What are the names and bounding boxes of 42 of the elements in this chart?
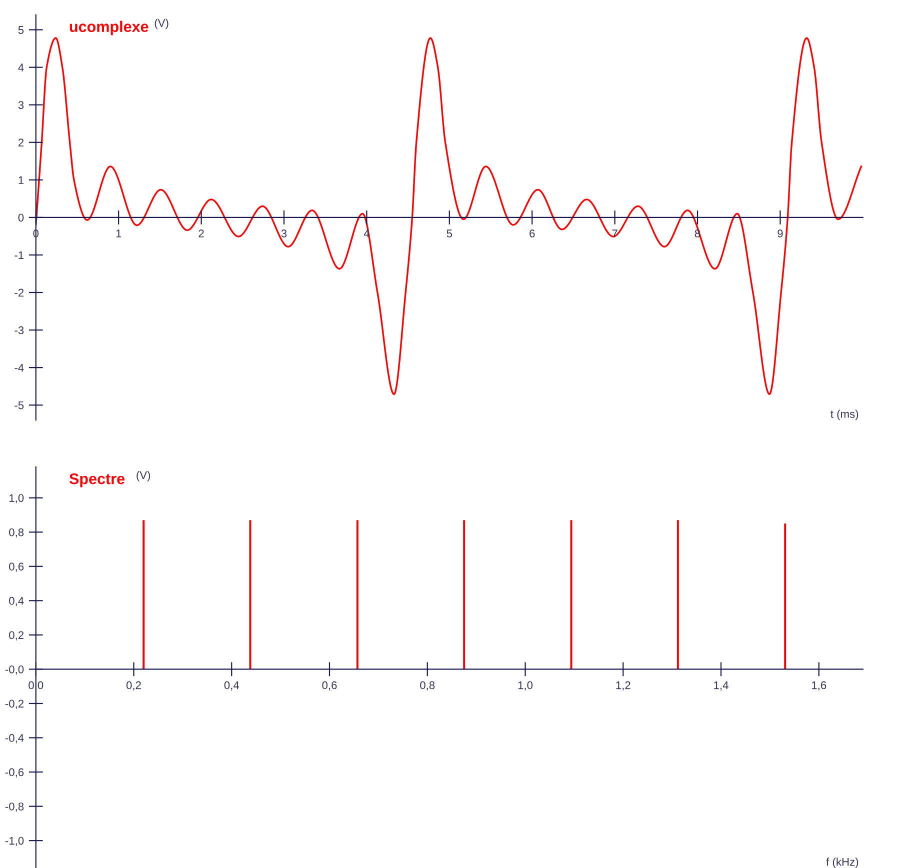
x-tick-label: 0,8 — [420, 681, 435, 690]
y-tick-label: 4 — [18, 64, 24, 72]
y-tick-label: -0,6 — [5, 768, 24, 778]
x-tick-label: 0,2 — [126, 681, 141, 690]
x-tick-label: 1,2 — [616, 681, 630, 690]
y-tick-label: 1 — [18, 176, 24, 184]
y-tick-label: -5 — [14, 401, 24, 410]
y-tick-label: 0,2 — [9, 631, 24, 640]
x-tick-label: 1,0 — [518, 681, 533, 690]
x-tick-label: 3 — [281, 230, 287, 238]
y-tick-label: 0,6 — [9, 562, 24, 572]
x-axis-title: t (ms) — [830, 410, 858, 420]
x-tick-label: 2 — [198, 230, 204, 238]
x-tick-label: 1,6 — [812, 681, 826, 690]
y-tick-label: -1,0 — [5, 836, 24, 846]
x-tick-label: 0,4 — [224, 681, 240, 690]
x-tick-label: 1,4 — [714, 681, 728, 690]
y-tick-label: 2 — [18, 138, 24, 146]
y-tick-label: 5 — [18, 26, 24, 34]
y-tick-label: -0,2 — [5, 700, 24, 709]
y-tick-label: 1,0 — [9, 494, 24, 504]
y-axis-title: (V) — [154, 18, 168, 30]
x-tick-label: 5 — [446, 230, 452, 238]
x-tick-label: 9 — [778, 230, 783, 238]
y-tick-label: -3 — [14, 326, 24, 334]
y-tick-label: -1 — [14, 251, 24, 259]
y-tick-label: -0,4 — [5, 734, 24, 744]
y-tick-label: 0,4 — [9, 596, 24, 606]
x-tick-label: 0,6 — [322, 681, 337, 690]
chart-title: ucomplexe — [70, 20, 148, 36]
y-tick-label: -2 — [14, 288, 24, 297]
y-tick-label: 0 — [18, 214, 24, 222]
y-tick-label: -0,8 — [5, 802, 24, 812]
y-tick-label: -0,0 — [5, 665, 24, 675]
x-tick-label: 6 — [530, 230, 535, 238]
y-tick-label: -4 — [14, 364, 24, 372]
chart-title: Spectre — [69, 473, 124, 488]
x-axis-title: f (kHz) — [826, 858, 858, 868]
y-axis-title: (V) — [136, 470, 150, 482]
y-tick-label: 3 — [18, 101, 24, 109]
x-tick-label: 1 — [116, 230, 122, 238]
y-tick-label: 0,8 — [9, 528, 24, 538]
